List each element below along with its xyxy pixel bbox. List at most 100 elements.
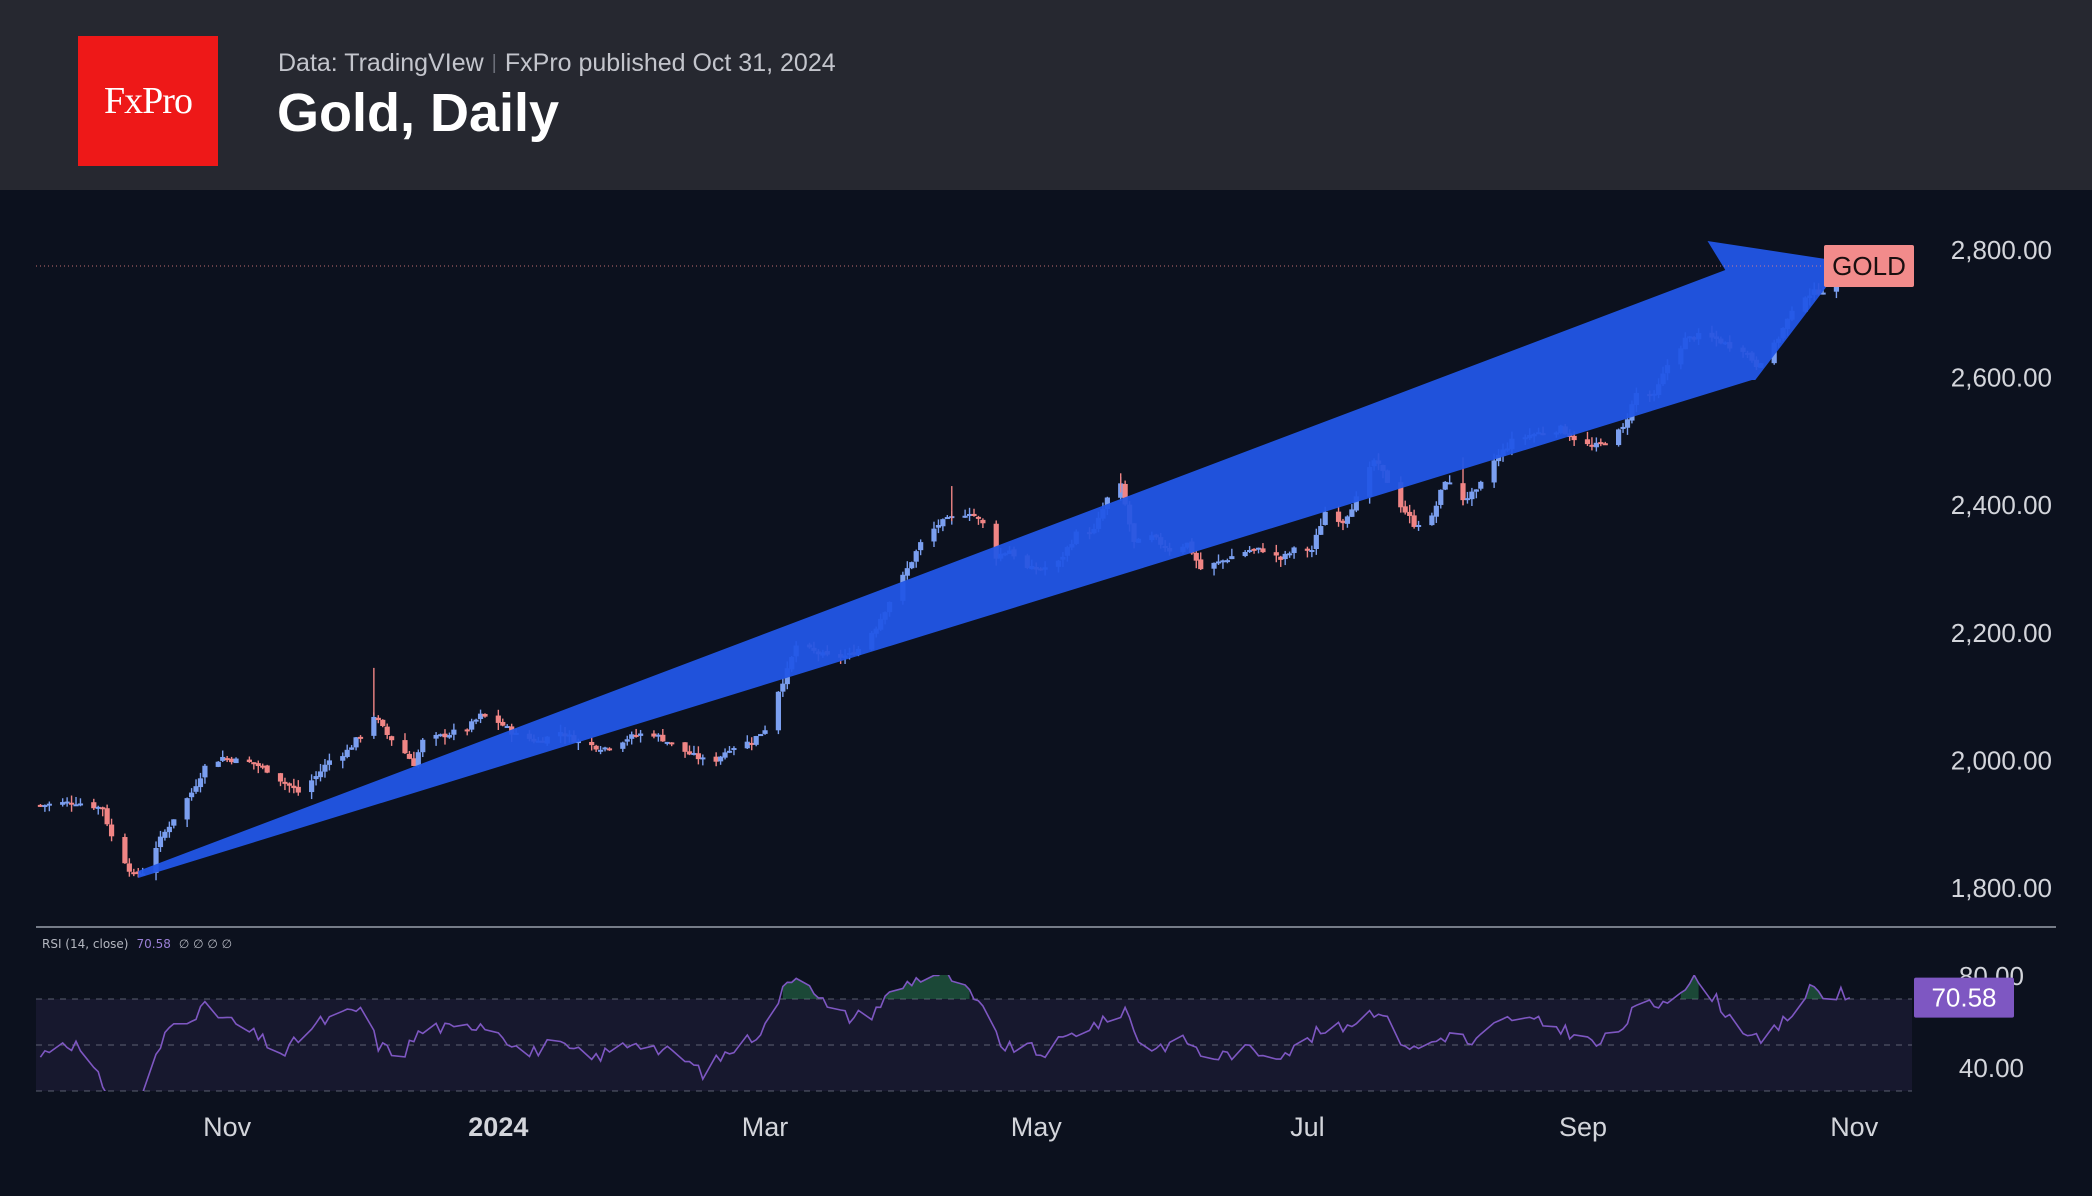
candle-body xyxy=(380,719,386,726)
candle-body xyxy=(1344,516,1351,524)
trend-arrow-shape xyxy=(138,241,1846,878)
candle-body xyxy=(993,523,999,559)
rsi-zone-fill xyxy=(885,975,970,999)
candle-body xyxy=(660,734,666,742)
candle-body xyxy=(375,717,381,721)
candle-body xyxy=(469,721,475,730)
rsi-legend-placeholders: ∅ ∅ ∅ ∅ xyxy=(179,937,232,951)
candle-body xyxy=(60,802,66,805)
candle-body xyxy=(1584,439,1591,445)
candle-body xyxy=(1491,460,1497,483)
rsi-clipped xyxy=(39,975,1851,1112)
candle-body xyxy=(171,819,177,826)
candle-body xyxy=(122,837,128,864)
rsi-tick-label: 40.00 xyxy=(1959,1053,2024,1083)
candle-body xyxy=(442,733,448,738)
candle-body xyxy=(966,514,973,517)
candle-body xyxy=(744,741,750,749)
candle-body xyxy=(437,734,444,737)
candle-body xyxy=(655,734,661,737)
candle-body xyxy=(695,753,701,760)
candle-body xyxy=(415,752,421,767)
candle-body xyxy=(1442,481,1448,490)
candle-body xyxy=(664,741,670,744)
rsi-zone-fill xyxy=(107,1091,143,1112)
candle-body xyxy=(42,805,48,808)
trend-arrow xyxy=(138,241,1846,878)
candle-body xyxy=(477,713,484,720)
candle-body xyxy=(1447,482,1453,485)
candle-body xyxy=(77,803,84,806)
rsi-line xyxy=(39,975,1851,1091)
candle-body xyxy=(1598,442,1604,445)
page-title: Gold, Daily xyxy=(277,83,560,143)
candle-body xyxy=(420,739,426,753)
time-tick-label: Jul xyxy=(1290,1112,1325,1142)
time-tick-label: Sep xyxy=(1559,1112,1607,1142)
price-tick-label: 2,000.00 xyxy=(1951,745,2052,775)
candle-body xyxy=(1438,489,1444,505)
time-axis: Nov 2024 Mar May Jul Sep Nov xyxy=(203,1112,1879,1142)
candle-body xyxy=(935,524,942,528)
symbol-badge: GOLD xyxy=(1824,244,1914,287)
candle-body xyxy=(731,748,737,751)
candle-body xyxy=(1304,548,1311,551)
time-tick-label: Nov xyxy=(1830,1112,1879,1142)
candle-body xyxy=(1229,556,1235,560)
candle-body xyxy=(931,528,937,542)
candle-body xyxy=(1278,556,1284,560)
candle-body xyxy=(317,771,324,778)
candle-body xyxy=(1251,548,1257,551)
candle-body xyxy=(402,740,408,754)
rsi-value-badge: 70.58 xyxy=(1914,977,2014,1018)
candle-body xyxy=(975,516,982,519)
candle-body xyxy=(726,750,733,753)
candle-body xyxy=(157,836,164,848)
candle-body xyxy=(1411,515,1417,527)
candle-body xyxy=(758,734,764,737)
candle-body xyxy=(1282,553,1288,560)
candle-body xyxy=(1273,552,1279,556)
candle-body xyxy=(775,691,781,731)
candle-body xyxy=(153,847,159,873)
candle-body xyxy=(1415,524,1422,527)
candle-body xyxy=(1224,560,1230,563)
candle-body xyxy=(1624,419,1631,428)
candle-body xyxy=(309,780,315,793)
candle-body xyxy=(131,872,137,875)
candle-body xyxy=(73,804,79,807)
candle-body xyxy=(1349,509,1355,517)
rsi-zone-fill xyxy=(782,978,823,999)
candle-body xyxy=(1398,482,1404,508)
candle-body xyxy=(620,742,626,749)
candle-body xyxy=(126,863,132,872)
candle-body xyxy=(188,792,195,798)
candle-body xyxy=(1478,481,1484,489)
candle-body xyxy=(589,741,595,746)
candle-body xyxy=(624,739,630,742)
time-tick-label: May xyxy=(1011,1112,1063,1142)
candle-body xyxy=(166,826,172,833)
candle-body xyxy=(1589,444,1595,447)
candle-body xyxy=(1353,496,1359,511)
candle-body xyxy=(1255,547,1262,550)
candle-body xyxy=(1287,553,1293,556)
price-axis: 2,800.00 2,600.00 2,400.00 2,200.00 2,000.00… xyxy=(1951,235,2052,903)
candle-body xyxy=(1464,498,1471,501)
candle-body xyxy=(651,733,657,737)
candle-body xyxy=(233,758,239,764)
candle-body xyxy=(1615,429,1622,446)
candle-body xyxy=(246,759,252,763)
candle-body xyxy=(313,776,319,780)
candle-body xyxy=(918,542,924,551)
candle-body xyxy=(1260,548,1266,553)
candle-body xyxy=(1469,491,1475,500)
candle-body xyxy=(1242,551,1248,557)
candle-body xyxy=(1402,506,1408,513)
candle-body xyxy=(1309,550,1315,553)
candle-body xyxy=(197,778,204,788)
candle-body xyxy=(1211,562,1217,569)
candle-body xyxy=(1429,515,1435,526)
rsi-zone-fill xyxy=(1805,984,1824,999)
